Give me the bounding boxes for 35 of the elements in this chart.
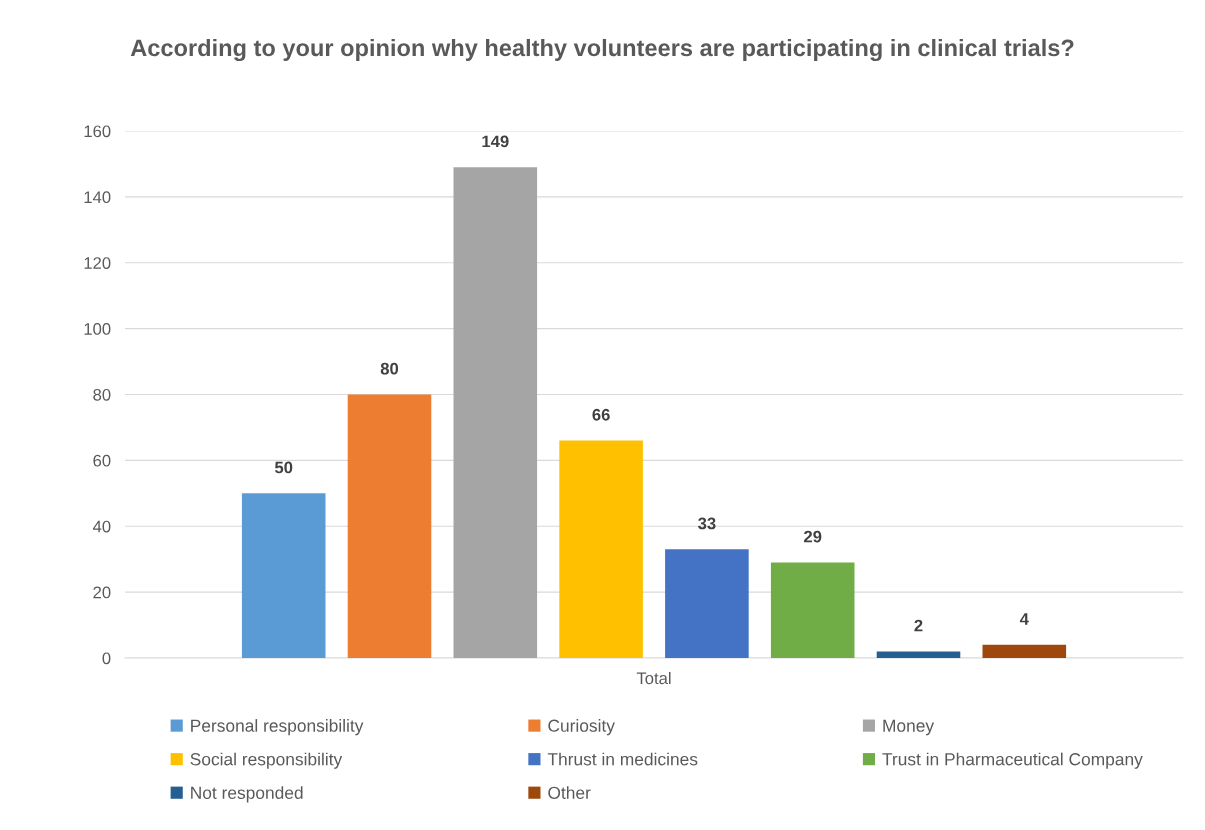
y-tick-label: 120 <box>84 257 111 269</box>
data-label: 66 <box>592 408 610 421</box>
y-tick-label: 140 <box>84 191 111 204</box>
legend-label: Other <box>548 786 591 799</box>
bar <box>665 549 749 658</box>
y-tick-label: 40 <box>92 520 111 533</box>
data-label: 149 <box>482 135 509 148</box>
bar <box>559 440 643 658</box>
data-label: 33 <box>698 517 716 530</box>
data-label: 29 <box>804 530 822 543</box>
bar <box>241 493 326 658</box>
x-tick-label: Total <box>636 671 671 685</box>
bar <box>876 651 961 658</box>
chart-title: According to your opinion why healthy volunteers are participating in clinical trials? <box>130 38 1074 62</box>
legend-label: Thrust in medicines <box>547 752 698 766</box>
y-tick-label: 20 <box>93 586 111 599</box>
bar <box>453 167 538 658</box>
y-tick-label: 60 <box>93 454 111 467</box>
bar <box>982 644 1067 658</box>
data-label: 2 <box>914 619 923 632</box>
data-label: 50 <box>274 461 293 474</box>
data-label: 4 <box>1019 613 1029 625</box>
bar <box>347 394 432 658</box>
y-tick-label: 0 <box>102 652 111 665</box>
legend-label: Social responsibility <box>190 752 343 769</box>
legend-label: Money <box>883 719 935 736</box>
legend-label: Personal responsibility <box>191 719 364 736</box>
y-tick-label: 80 <box>93 388 111 401</box>
legend-label: Trust in Pharmaceutical Company <box>882 752 1143 769</box>
y-tick-label: 100 <box>84 323 111 335</box>
y-tick-label: 160 <box>84 125 111 138</box>
data-label: 80 <box>380 362 399 375</box>
legend-label: Not responded <box>191 786 303 803</box>
bar <box>770 562 855 658</box>
legend-label: Curiosity <box>548 719 615 736</box>
